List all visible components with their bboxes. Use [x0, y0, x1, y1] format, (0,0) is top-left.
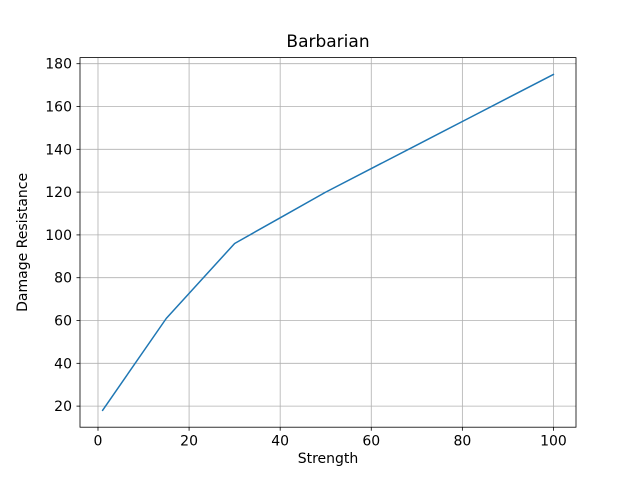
y-tick-label: 140: [45, 142, 72, 158]
y-axis-label: Damage Resistance: [15, 173, 31, 312]
x-tick-label: 80: [453, 434, 471, 450]
y-tick-label: 80: [54, 271, 72, 287]
x-axis-label: Strength: [298, 451, 359, 467]
y-tick-label: 40: [54, 356, 72, 372]
y-tick-label: 20: [54, 399, 72, 415]
y-tick-label: 60: [54, 314, 72, 330]
y-tick-label: 100: [45, 228, 72, 244]
x-tick-label: 60: [362, 434, 380, 450]
y-tick-label: 120: [45, 185, 72, 201]
data-line: [101, 73, 555, 412]
x-tick-label: 40: [271, 434, 289, 450]
axes-frame: [79, 57, 577, 428]
chart-title: Barbarian: [286, 32, 369, 52]
y-tick-label: 160: [45, 100, 72, 116]
grid-layer: [80, 57, 576, 428]
x-tick-label: 20: [180, 434, 198, 450]
x-tick-label: 0: [94, 434, 103, 450]
y-tick-label: 180: [45, 57, 72, 73]
x-tick-label: 100: [540, 434, 567, 450]
series-layer: [101, 73, 555, 412]
tick-layer: 0 20 40 60 80 100 20 40 60 80 100 120 140 160 180: [45, 57, 567, 450]
